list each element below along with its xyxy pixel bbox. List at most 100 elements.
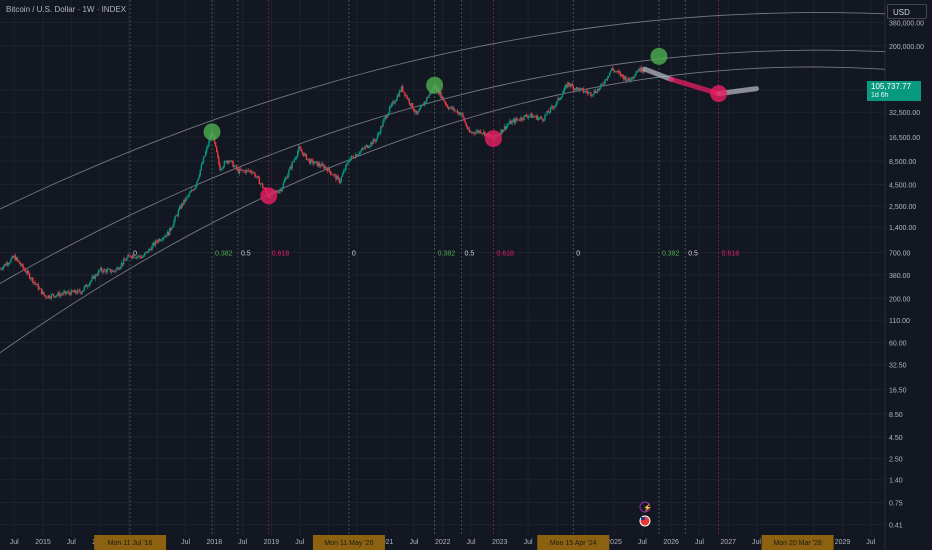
candle-body: [86, 286, 89, 287]
candle-body: [415, 110, 417, 113]
candle-body: [91, 277, 93, 281]
candle-body: [580, 88, 582, 89]
candle-body: [346, 163, 348, 165]
x-axis[interactable]: Jul2015Jul2016Jul2017Jul2018Jul2019Jul20…: [10, 535, 876, 550]
candle-body: [400, 86, 403, 92]
candle-body: [341, 173, 344, 177]
candle-body: [230, 160, 232, 162]
candle-body: [233, 165, 235, 168]
candle-body: [247, 170, 250, 172]
candle-body: [8, 263, 10, 265]
candle-body: [640, 67, 642, 72]
candle-body: [398, 90, 401, 97]
x-tick-label: 2019: [264, 539, 280, 546]
candle-body: [183, 199, 185, 205]
candle-body: [368, 147, 370, 148]
candle-body: [374, 140, 377, 142]
candle-body: [339, 181, 342, 183]
candle-body: [177, 210, 180, 216]
candle-body: [509, 120, 511, 124]
candle-body: [145, 251, 148, 253]
candle-body: [386, 115, 389, 118]
last-price-value: 105,737.77: [871, 82, 912, 91]
candle-body: [389, 106, 392, 108]
candle-body: [327, 167, 329, 172]
candle-body: [345, 164, 347, 171]
candle-body: [97, 270, 100, 276]
candle-body: [467, 128, 470, 130]
candle-body: [314, 161, 316, 164]
candle-body: [137, 256, 139, 258]
candle-body: [393, 101, 395, 104]
candle-body: [551, 106, 554, 108]
candle-body: [641, 71, 644, 73]
candle-body: [182, 203, 184, 205]
candle-body: [516, 119, 519, 121]
candle-body: [5, 262, 8, 266]
fib-level-label: 0: [576, 251, 580, 258]
candle-body: [536, 115, 539, 120]
event-icons[interactable]: ⚡: [639, 501, 652, 527]
candle-body: [187, 195, 189, 197]
candle-body: [476, 130, 478, 132]
candle-body: [131, 255, 134, 258]
candle-body: [352, 156, 355, 158]
candle-body: [568, 82, 570, 85]
x-tick-label: Jul: [409, 539, 418, 546]
candle-body: [144, 252, 147, 254]
candle-body: [52, 294, 55, 296]
candle-body: [635, 73, 637, 76]
candle-body: [377, 133, 380, 135]
candle-body: [46, 297, 48, 299]
y-tick-label: 32.50: [889, 363, 907, 370]
candle-body: [49, 297, 52, 299]
candle-body: [445, 104, 448, 106]
candle-body: [503, 126, 506, 131]
candle-body: [220, 168, 222, 171]
candle-body: [537, 118, 540, 120]
date-label: Mon 15 Apr '24: [550, 540, 597, 547]
candle-body: [454, 110, 456, 112]
candle-body: [446, 105, 449, 108]
currency-button[interactable]: USD: [887, 4, 927, 19]
candle-body: [225, 160, 228, 164]
candle-body: [620, 74, 623, 76]
candle-body: [356, 154, 358, 156]
candle-body: [455, 110, 458, 112]
y-axis[interactable]: 380,000.00200,000.0060,000.0032,500.0016…: [889, 20, 924, 529]
candle-body: [83, 286, 85, 291]
candle-body: [114, 271, 116, 272]
candle-body: [553, 107, 555, 109]
candle-body: [37, 284, 40, 290]
candle-body: [450, 106, 452, 108]
candle-body: [324, 166, 326, 169]
candle-body: [72, 291, 75, 293]
candle-body: [26, 270, 29, 274]
candle-body: [524, 115, 526, 116]
candle-body: [602, 83, 604, 85]
candle-body: [586, 92, 589, 94]
candle-body: [184, 199, 186, 202]
candle-body: [261, 183, 264, 188]
candle-body: [24, 269, 26, 272]
candle-body: [375, 138, 378, 142]
candle-body: [349, 158, 351, 162]
candle-body: [101, 268, 103, 272]
date-label: Mon 11 Jul '16: [108, 540, 153, 547]
candle-body: [115, 269, 117, 272]
candle-body: [165, 235, 168, 237]
candle-body: [245, 169, 247, 173]
candle-body: [199, 169, 201, 176]
candle-body: [600, 84, 602, 88]
lightning-event-icon[interactable]: [639, 501, 651, 513]
candle-body: [539, 117, 542, 118]
candle-body: [36, 284, 38, 285]
candle-body: [16, 257, 19, 261]
candle-body: [546, 111, 548, 115]
candle-body: [276, 191, 278, 193]
candle-body: [74, 290, 77, 293]
candle-body: [34, 282, 36, 284]
candle-body: [284, 177, 287, 181]
candle-body: [28, 273, 31, 279]
